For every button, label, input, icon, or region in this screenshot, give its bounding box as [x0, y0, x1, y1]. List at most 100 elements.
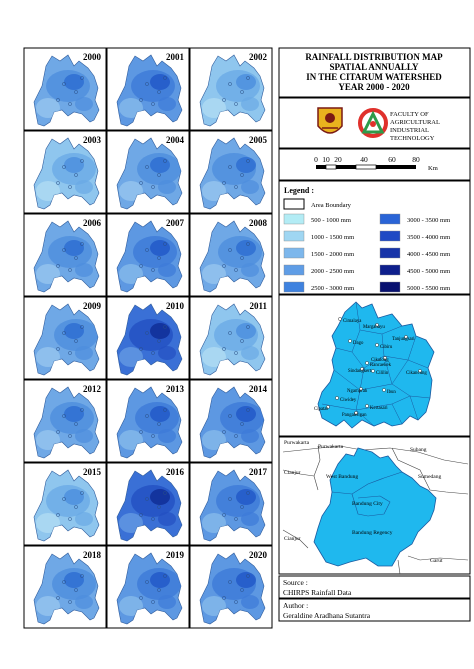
faculty-line-4: TECHNOLOGY [390, 135, 435, 142]
year-label: 2006 [83, 218, 102, 228]
district-point [404, 335, 408, 339]
year-label: 2013 [166, 384, 185, 394]
year-panel: 2000 [23, 47, 107, 131]
year-rainfall-map [116, 386, 183, 459]
legend-class-label: 500 - 1000 mm [311, 217, 351, 224]
district-label: Kertasari [370, 406, 388, 411]
faculty-line-3: INDUSTRIAL [390, 127, 429, 134]
source-box [278, 575, 471, 599]
year-panel: 2017 [189, 462, 273, 546]
year-rainfall-map [199, 386, 266, 459]
district-label: Sindangkerta [348, 369, 374, 374]
year-panel: 2002 [189, 47, 273, 131]
legend-swatch [379, 247, 401, 259]
year-panel: 2018 [23, 545, 107, 629]
legend-title: Legend : [284, 186, 314, 195]
year-label: 2002 [249, 52, 268, 62]
year-rainfall-map [33, 303, 100, 376]
location-inner-boundaries [331, 471, 403, 517]
legend-boundary-label: Area Boundary [311, 202, 352, 209]
legend-swatch [283, 247, 305, 259]
year-panel: 2005 [189, 130, 273, 214]
legend-class-label: 1500 - 2000 mm [311, 251, 354, 258]
year-label: 2020 [249, 550, 268, 560]
district-label: Rancaekek [370, 363, 392, 368]
district-label: Cimalaya [343, 319, 362, 324]
year-rainfall-map [199, 220, 266, 293]
legend-swatch [283, 213, 305, 225]
faculty-line-2: AGRICULTURAL [390, 119, 440, 126]
legend-class-label: 3500 - 4000 mm [407, 234, 450, 241]
year-rainfall-map [116, 469, 183, 542]
faculty-logo [358, 108, 388, 138]
district-point [360, 367, 364, 371]
year-rainfall-map [33, 469, 100, 542]
location-label: Purwakarta [284, 440, 310, 446]
district-point [359, 387, 363, 391]
scale-tick-5: 80 [412, 155, 420, 164]
district-boundaries [321, 301, 431, 427]
year-label: 2007 [166, 218, 185, 228]
legend-swatch [379, 213, 401, 225]
year-label: 2009 [83, 301, 102, 311]
district-label: Cipatat [314, 407, 329, 412]
district-point [338, 317, 342, 321]
author-heading: Author : [283, 601, 308, 610]
legend-box [278, 180, 471, 295]
district-point [375, 343, 379, 347]
year-rainfall-map [116, 303, 183, 376]
year-panel: 2013 [106, 379, 190, 463]
location-label: Cianjur [284, 536, 301, 542]
year-label: 2019 [166, 550, 185, 560]
district-point [326, 405, 330, 409]
year-panel: 2010 [106, 296, 190, 380]
location-label: Subang [410, 447, 427, 453]
district-point [335, 396, 339, 400]
year-panel: 2014 [189, 379, 273, 463]
year-rainfall-map [199, 54, 266, 127]
year-panel: 2012 [23, 379, 107, 463]
scale-tick-3: 40 [360, 155, 368, 164]
district-point [354, 411, 358, 415]
legend-class-label: 4500 - 5000 mm [407, 268, 450, 275]
year-label: 2001 [166, 52, 185, 62]
legend-class-label: 5000 - 5500 mm [407, 285, 450, 292]
year-rainfall-map [116, 552, 183, 625]
location-map-box [278, 436, 471, 575]
district-point [375, 323, 379, 327]
district-point [418, 369, 422, 373]
regency-boundaries [282, 445, 469, 575]
year-panel: 2001 [106, 47, 190, 131]
year-panel: 2019 [106, 545, 190, 629]
district-map-box [278, 294, 471, 437]
year-label: 2018 [83, 550, 102, 560]
district-point [382, 388, 386, 392]
district-label: Dago [353, 341, 364, 346]
year-rainfall-map [199, 303, 266, 376]
year-rainfall-map [33, 54, 100, 127]
district-label: Margahayu [363, 325, 385, 330]
logo-box [278, 97, 471, 149]
author-value: Geraldine Aradhana Sutantra [283, 611, 371, 620]
year-panel: 2009 [23, 296, 107, 380]
year-rainfall-map [116, 220, 183, 293]
year-rainfall-map [116, 137, 183, 210]
year-panel: 2016 [106, 462, 190, 546]
location-label: Bandung City [352, 501, 383, 507]
district-label: Pangalengan [342, 413, 367, 418]
year-label: 2005 [249, 135, 268, 145]
year-label: 2014 [249, 384, 268, 394]
year-label: 2011 [249, 301, 267, 311]
district-map [317, 301, 435, 429]
scale-tick-1: 10 [322, 155, 330, 164]
legend-boundary-swatch [283, 198, 305, 210]
location-label: Cianjur [284, 470, 301, 476]
year-label: 2016 [166, 467, 185, 477]
district-label: Cikalong [371, 358, 389, 363]
legend-class-label: 3000 - 3500 mm [407, 217, 450, 224]
location-label: West Bandung [326, 474, 358, 480]
scale-tick-0: 0 [314, 155, 318, 164]
district-label: Ibun [387, 390, 396, 395]
district-point [383, 356, 387, 360]
